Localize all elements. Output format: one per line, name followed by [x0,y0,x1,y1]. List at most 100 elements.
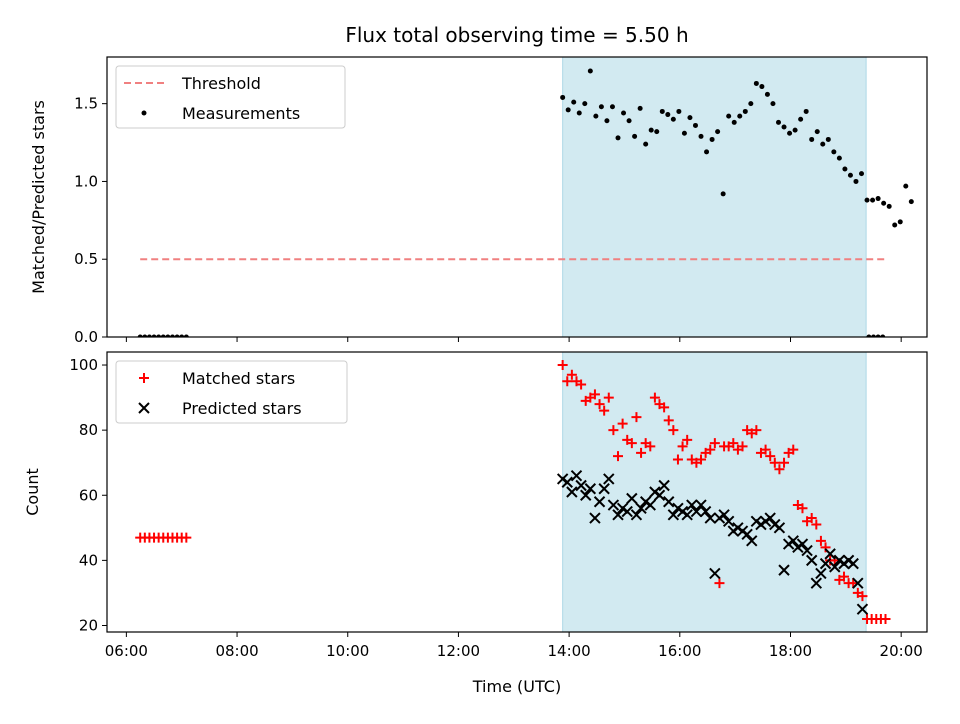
matched-star-point [820,542,831,553]
top-panel: 0.0 0.5 1.0 1.5 Threshold Measurements [74,56,928,346]
measurement-point [692,122,698,128]
predicted-star-point [778,564,790,576]
measurement-point [737,113,743,119]
measurement-point [142,334,148,337]
matched-star-point [589,389,600,400]
measurement-point [825,136,831,142]
measurement-point [847,172,853,178]
predicted-star-point [695,499,707,511]
legend-box [115,65,346,129]
measurement-point [715,129,721,135]
observing-span-shade [562,56,867,338]
predicted-star-point [621,505,633,518]
x-tick-label: 20:00 [880,642,923,660]
measurement-point [748,101,754,107]
matched-star-point [668,425,679,436]
predicted-star-point [852,577,864,589]
measurement-point [687,115,693,121]
y-tick-label: 0.0 [74,328,98,346]
measurement-point [704,149,710,155]
x-tick-label: 08:00 [215,642,258,660]
x-axis-label: Time (UTC) [472,677,561,696]
predicted-star-point [805,554,818,567]
bottom-panel: 20 40 60 80 100 06:00 08:00 10:00 12:00 14:00 16:0… [69,351,928,660]
predicted-star-point [704,512,716,524]
matched-star-point [603,392,614,403]
predicted-star-point [746,535,758,547]
matched-star-point [714,578,725,589]
measurement-point [576,110,582,116]
measurement-point [831,149,837,155]
predicted-star-point [718,509,730,521]
predicted-star-point [686,499,698,511]
legend-matched-swatch [139,373,149,383]
y-tick-label: 0.5 [74,250,98,268]
x-tick-label: 16:00 [658,642,701,660]
predicted-star-point [856,603,869,615]
measurement-point [870,197,876,203]
measurement-point [160,334,166,337]
matched-star-point [566,369,577,380]
matched-star-point [649,392,660,403]
matched-star-point [626,438,637,449]
predicted-star-point [663,496,675,508]
matched-star-point [797,503,808,514]
predicted-star-point [626,492,638,505]
matched-star-point [562,376,573,387]
matched-star-point [576,379,587,390]
matched-star-point [709,438,720,449]
measurement-point [681,130,687,136]
measurement-point [183,334,189,337]
predicted-star-point [635,502,647,514]
measurement-point [676,108,682,114]
y-tick-label: 60 [79,486,98,504]
measurement-point [731,119,737,125]
measurement-point [866,334,872,337]
top-y-axis-label: Matched/Predicted stars [29,100,48,294]
measurement-point [809,136,815,142]
predicted-star-point [787,535,799,547]
predicted-star-point [575,479,587,492]
matched-star-point [659,402,670,413]
predicted-star-point [709,567,721,580]
matched-star-point [838,571,849,582]
predicted-star-point [561,476,573,488]
predicted-star-point [824,548,836,560]
matched-star-point [737,441,748,452]
predicted-star-point [630,509,643,521]
legend-measurement-swatch [141,110,147,116]
measurement-point [908,199,914,205]
y-tick-label: 80 [79,421,98,439]
y-tick-label: 1.5 [74,95,98,113]
matched-star-point [672,454,683,465]
measurement-point [156,334,162,337]
measurement-point [886,203,892,209]
measurement-point [698,133,704,139]
measurement-point [582,101,588,107]
data-layer [137,68,914,337]
measurement-point [587,68,593,74]
measurement-point [803,108,809,114]
predicted-star-point [658,479,670,492]
measurement-point [781,124,787,130]
matched-star-point [608,425,619,436]
measurement-point [632,133,638,139]
predicted-star-point [584,483,597,495]
x-tick-label: 06:00 [105,642,148,660]
measurement-point [179,334,185,337]
predicted-star-point [589,512,601,524]
x-tick-label: 18:00 [769,642,812,660]
matched-star-point [806,513,817,524]
matched-star-point [811,519,822,530]
matched-star-point [774,464,785,475]
measurement-point [593,113,599,119]
data-layer [135,360,891,624]
measurement-point [820,141,826,147]
matched-star-point [594,399,605,410]
predicted-star-point [607,499,620,511]
measurement-point [643,141,649,147]
measurement-point [174,334,180,337]
predicted-star-point [598,483,610,495]
matched-star-point [769,457,780,468]
